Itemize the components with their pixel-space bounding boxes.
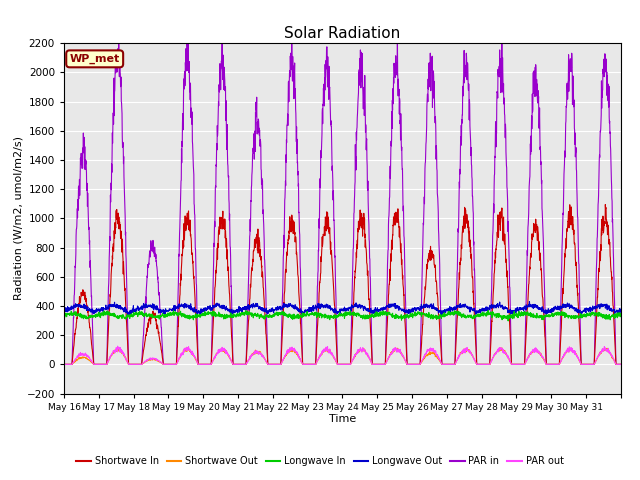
Longwave Out [437, 312, 445, 318]
Longwave In [511, 312, 518, 317]
Shortwave In [236, 361, 244, 367]
Shortwave In [541, 342, 549, 348]
Longwave In [484, 308, 492, 313]
Shortwave Out [183, 345, 191, 350]
PAR out [114, 343, 122, 349]
Shortwave Out [236, 361, 244, 367]
Legend: Shortwave In, Shortwave Out, Longwave In, Longwave Out, PAR in, PAR out: Shortwave In, Shortwave Out, Longwave In… [72, 453, 568, 470]
PAR in [609, 236, 617, 241]
Longwave In [236, 312, 244, 318]
PAR in [617, 361, 625, 367]
Longwave Out [236, 307, 244, 312]
Line: PAR in: PAR in [64, 37, 621, 364]
Shortwave Out [617, 361, 625, 367]
Longwave In [116, 313, 124, 319]
Line: Longwave Out: Longwave Out [64, 301, 621, 315]
Longwave Out [609, 307, 617, 313]
Longwave In [617, 311, 625, 316]
Shortwave Out [510, 361, 518, 367]
PAR out [542, 360, 550, 366]
Shortwave Out [376, 361, 384, 367]
PAR in [542, 332, 550, 338]
Y-axis label: Radiation (W/m2, umol/m2/s): Radiation (W/m2, umol/m2/s) [14, 136, 24, 300]
Longwave Out [510, 308, 518, 313]
PAR out [116, 349, 124, 355]
PAR out [376, 361, 384, 367]
Longwave In [60, 309, 68, 315]
Shortwave Out [60, 361, 68, 367]
Longwave Out [116, 302, 124, 308]
Longwave In [542, 314, 550, 320]
X-axis label: Time: Time [329, 414, 356, 424]
PAR in [510, 361, 518, 367]
Shortwave Out [116, 348, 124, 353]
Line: Shortwave Out: Shortwave Out [64, 348, 621, 364]
Longwave In [609, 312, 617, 318]
Shortwave Out [542, 360, 550, 366]
Shortwave In [510, 361, 518, 367]
PAR out [609, 355, 617, 361]
PAR in [236, 361, 244, 367]
Line: PAR out: PAR out [64, 346, 621, 364]
Longwave Out [525, 299, 533, 304]
Shortwave In [609, 303, 617, 309]
Title: Solar Radiation: Solar Radiation [284, 25, 401, 41]
Shortwave In [376, 361, 383, 367]
PAR in [394, 34, 401, 40]
PAR out [617, 361, 625, 367]
Line: Longwave In: Longwave In [64, 311, 621, 321]
PAR out [60, 361, 68, 367]
Text: WP_met: WP_met [70, 54, 120, 64]
Longwave In [376, 310, 383, 315]
Line: Shortwave In: Shortwave In [64, 204, 621, 364]
Shortwave Out [609, 355, 617, 361]
PAR in [60, 361, 68, 367]
Shortwave In [617, 361, 625, 367]
Shortwave In [60, 361, 68, 367]
PAR out [510, 361, 518, 367]
Longwave Out [376, 307, 383, 312]
Longwave In [504, 318, 512, 324]
PAR in [116, 65, 124, 71]
Shortwave In [116, 219, 124, 225]
Longwave Out [542, 307, 550, 312]
PAR out [236, 361, 244, 367]
Longwave Out [60, 308, 68, 313]
PAR in [376, 361, 383, 367]
Shortwave In [602, 202, 609, 207]
Longwave Out [617, 309, 625, 314]
